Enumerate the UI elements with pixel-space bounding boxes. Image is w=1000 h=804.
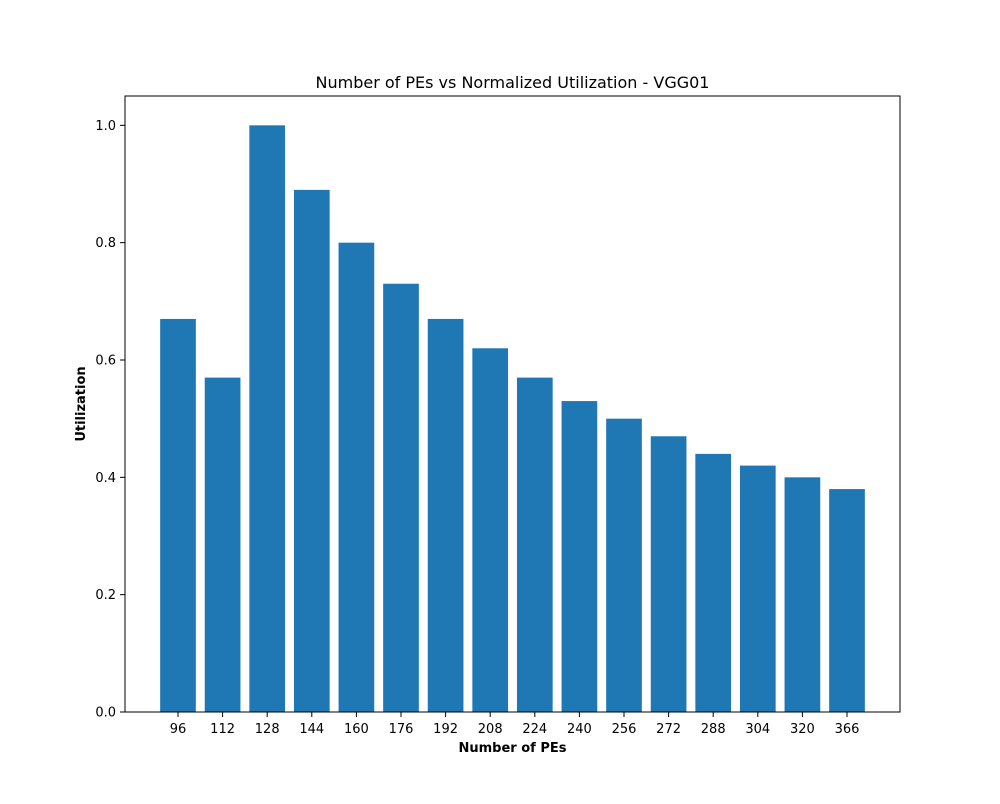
chart-title: Number of PEs vs Normalized Utilization … — [316, 73, 710, 92]
y-axis: 0.0 0.2 0.4 0.6 0.8 1.0 — [95, 119, 125, 721]
x-tick-label: 366 — [835, 722, 860, 737]
x-tick-label: 96 — [170, 722, 187, 737]
bar-256 — [606, 418, 642, 712]
plot-area-frame — [124, 95, 901, 713]
y-tick-label: 0.6 — [95, 354, 116, 369]
bar-144 — [293, 189, 330, 712]
y-axis-title: Utilization — [74, 366, 89, 441]
x-tick-label: 256 — [612, 722, 637, 737]
bar-96 — [160, 318, 196, 712]
x-tick-label: 272 — [656, 722, 681, 737]
bar-272 — [650, 436, 687, 712]
bar-176 — [383, 283, 419, 712]
bar-304 — [739, 465, 776, 712]
x-tick-label: 288 — [701, 722, 726, 737]
x-tick-label: 192 — [433, 722, 458, 737]
bar-192 — [427, 318, 464, 712]
bar-240 — [561, 401, 598, 712]
x-tick-label: 176 — [389, 722, 414, 737]
y-tick-label: 0.0 — [95, 706, 116, 721]
x-tick-label: 128 — [255, 722, 280, 737]
x-tick-label: 144 — [299, 722, 324, 737]
bar-366 — [829, 489, 865, 712]
bar-112 — [204, 377, 241, 712]
x-tick-label: 240 — [567, 722, 592, 737]
x-tick-label: 160 — [344, 722, 369, 737]
x-axis: 96 112 128 144 160 176 192 208 224 240 256 272 288 30… — [170, 712, 860, 737]
x-tick-label: 208 — [478, 722, 503, 737]
x-tick-label: 224 — [522, 722, 547, 737]
bar-160 — [338, 242, 375, 713]
bar-128 — [249, 125, 286, 712]
y-tick-label: 0.2 — [95, 588, 116, 603]
bar-224 — [516, 377, 553, 712]
bars-group — [160, 125, 865, 713]
bar-288 — [695, 453, 732, 712]
y-tick-label: 0.4 — [95, 471, 116, 486]
y-tick-label: 0.8 — [95, 236, 116, 251]
x-tick-label: 304 — [745, 722, 770, 737]
y-tick-label: 1.0 — [95, 119, 116, 134]
bar-320 — [784, 477, 821, 712]
x-axis-title: Number of PEs — [459, 741, 567, 756]
x-tick-label: 112 — [210, 722, 235, 737]
bar-208 — [472, 348, 509, 712]
x-tick-label: 320 — [790, 722, 815, 737]
